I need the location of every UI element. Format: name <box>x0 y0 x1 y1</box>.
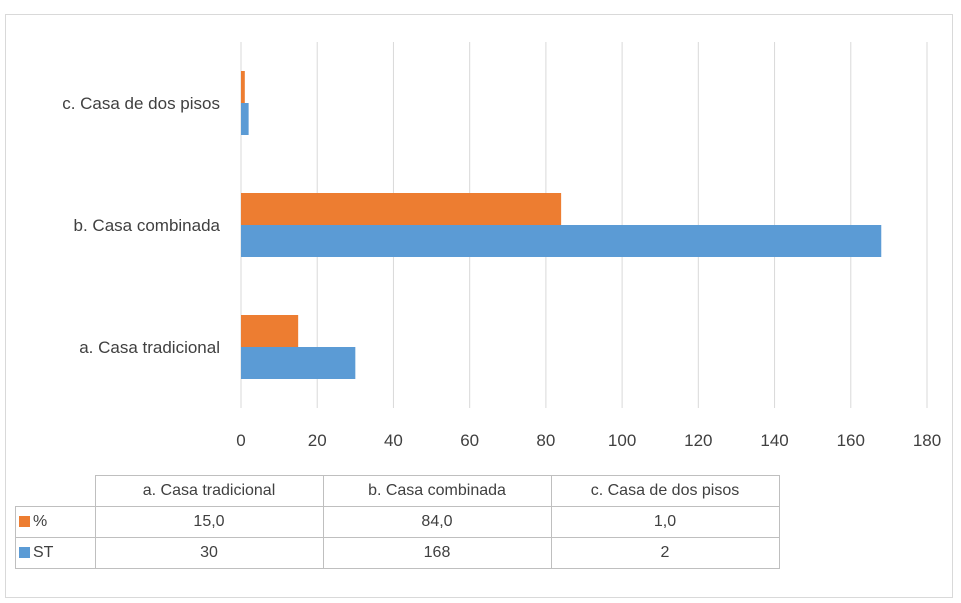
x-tick-label: 0 <box>236 431 245 450</box>
category-label: c. Casa de dos pisos <box>62 94 220 113</box>
bar <box>241 347 356 379</box>
x-tick-label: 40 <box>384 431 403 450</box>
table-row-header: ST <box>15 537 96 569</box>
bar <box>241 193 562 225</box>
x-tick-label: 100 <box>608 431 636 450</box>
table-row: ST 30 168 2 <box>15 537 780 569</box>
series-name: % <box>33 513 48 530</box>
x-tick-labels: 0 20 40 60 80 100 120 140 160 180 <box>236 431 941 450</box>
table-header-cell: c. Casa de dos pisos <box>550 475 780 507</box>
x-tick-label: 120 <box>684 431 712 450</box>
bar <box>241 225 882 257</box>
table-cell: 2 <box>550 537 780 569</box>
x-tick-label: 140 <box>760 431 788 450</box>
table-header-cell: b. Casa combinada <box>322 475 552 507</box>
bars <box>241 71 882 379</box>
x-tick-label: 60 <box>460 431 479 450</box>
table-cell: 84,0 <box>322 506 552 538</box>
table-cell: 168 <box>322 537 552 569</box>
series-name: ST <box>33 544 54 561</box>
table-cell: 30 <box>94 537 324 569</box>
bar <box>241 71 245 103</box>
table-header-row: a. Casa tradicional b. Casa combinada c.… <box>15 475 780 507</box>
table-header-cell: a. Casa tradicional <box>94 475 324 507</box>
table-cell: 1,0 <box>550 506 780 538</box>
x-tick-label: 80 <box>536 431 555 450</box>
category-labels: a. Casa tradicional b. Casa combinada c. C… <box>62 94 220 357</box>
table-row-header: % <box>15 506 96 538</box>
x-tick-label: 20 <box>308 431 327 450</box>
table-cell: 15,0 <box>94 506 324 538</box>
bar <box>241 315 299 347</box>
table-corner <box>15 475 96 507</box>
legend-key-orange <box>19 516 30 528</box>
x-tick-label: 180 <box>913 431 941 450</box>
data-table: a. Casa tradicional b. Casa combinada c.… <box>15 475 780 569</box>
bar <box>241 103 249 135</box>
table-row: % 15,0 84,0 1,0 <box>15 506 780 538</box>
category-label: a. Casa tradicional <box>79 338 220 357</box>
legend-key-blue <box>19 547 30 559</box>
chart-frame <box>5 14 953 598</box>
bar-chart: a. Casa tradicional b. Casa combinada c. C… <box>62 42 941 450</box>
category-label: b. Casa combinada <box>74 216 221 235</box>
x-tick-label: 160 <box>837 431 865 450</box>
